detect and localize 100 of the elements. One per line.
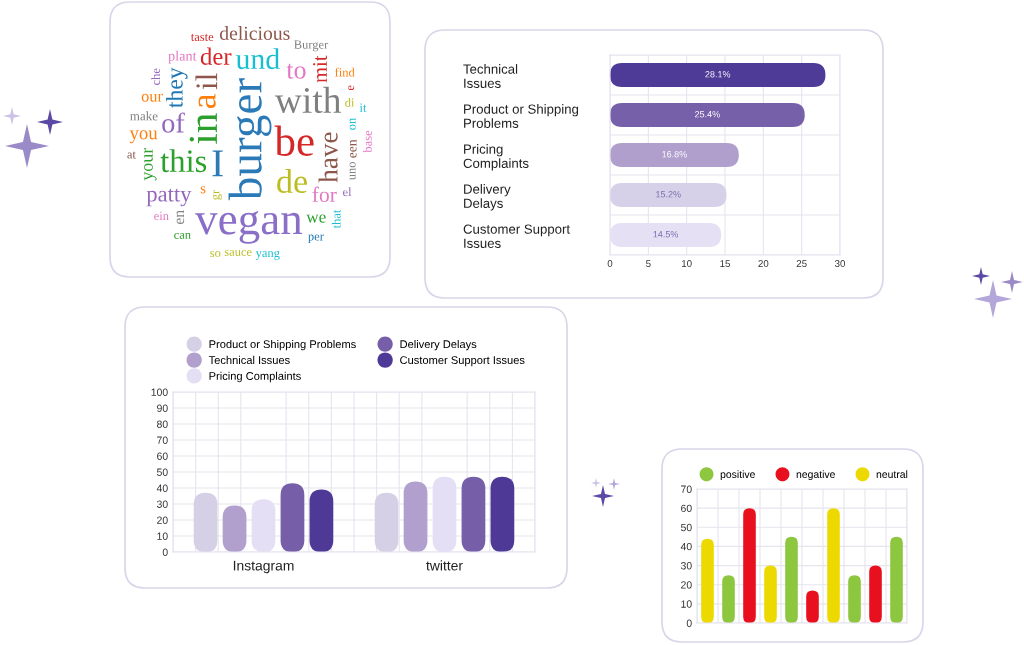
bar bbox=[309, 489, 334, 552]
y-tick-label: Product or Shipping Problems bbox=[464, 104, 579, 128]
text: en bbox=[176, 210, 185, 225]
text: your bbox=[144, 147, 157, 181]
text: per bbox=[308, 234, 324, 244]
x-tick-label: 15 bbox=[720, 260, 730, 267]
text: make bbox=[130, 111, 158, 121]
text: vegan bbox=[195, 210, 303, 244]
text: delicious bbox=[219, 26, 290, 40]
y-tick-label: 50 bbox=[680, 523, 692, 532]
text: for bbox=[312, 186, 337, 203]
text: di bbox=[345, 97, 355, 107]
y-tick-label: 100 bbox=[151, 388, 168, 396]
text: our bbox=[141, 93, 163, 102]
text: have bbox=[318, 132, 338, 183]
text: Burger bbox=[294, 40, 329, 52]
text: yang bbox=[255, 250, 280, 260]
data-label: 15.2% bbox=[656, 191, 681, 198]
bar bbox=[890, 536, 903, 623]
legend-label: Delivery Delays bbox=[400, 339, 477, 351]
legend-label: Customer Support Issues bbox=[400, 356, 525, 367]
bar bbox=[610, 183, 727, 207]
data-label: 28.1% bbox=[705, 71, 731, 78]
y-tick-label: 40 bbox=[156, 484, 168, 492]
y-tick-label: Technical Issues bbox=[463, 64, 518, 88]
bar bbox=[869, 565, 882, 623]
text: on bbox=[349, 117, 356, 130]
y-tick-label: 10 bbox=[157, 532, 168, 540]
bar bbox=[490, 476, 515, 552]
text: a bbox=[198, 93, 216, 109]
text: patty bbox=[146, 188, 192, 207]
y-tick-label: 20 bbox=[681, 581, 692, 589]
bar bbox=[785, 536, 798, 623]
text: der bbox=[200, 47, 232, 65]
y-tick-label: 40 bbox=[680, 542, 692, 551]
bar bbox=[701, 538, 714, 623]
text: they bbox=[166, 67, 188, 108]
text: ein bbox=[154, 211, 169, 221]
text: that bbox=[331, 209, 341, 229]
bar bbox=[764, 565, 777, 623]
text: sauce bbox=[224, 249, 252, 256]
data-label: 25.4% bbox=[695, 111, 720, 118]
y-tick-label: 70 bbox=[681, 485, 692, 493]
text: it bbox=[359, 103, 367, 112]
bar bbox=[743, 508, 756, 623]
y-tick-label: 50 bbox=[156, 468, 168, 476]
y-tick-label: Pricing Complaints bbox=[463, 144, 529, 171]
text: een bbox=[350, 139, 357, 158]
bar bbox=[610, 143, 739, 167]
text: at bbox=[127, 151, 136, 159]
text: plant bbox=[168, 50, 197, 64]
text: il bbox=[195, 73, 218, 90]
y-tick-label: 0 bbox=[686, 619, 692, 627]
y-tick-label: 90 bbox=[157, 404, 168, 412]
text: be bbox=[274, 125, 314, 156]
bar bbox=[722, 575, 735, 623]
legend-label: Pricing Complaints bbox=[209, 371, 301, 383]
x-tick-label: twitter bbox=[426, 560, 463, 571]
text: mit bbox=[313, 55, 327, 83]
x-tick-label: 20 bbox=[758, 260, 769, 267]
y-tick-label: 70 bbox=[157, 436, 168, 444]
legend-label: positive bbox=[720, 470, 755, 481]
bar bbox=[403, 481, 428, 552]
text: I bbox=[212, 150, 223, 177]
bar bbox=[610, 103, 805, 127]
text: with bbox=[274, 86, 342, 114]
x-tick-label: 0 bbox=[607, 260, 613, 267]
x-tick-label: 5 bbox=[646, 260, 651, 267]
text: can bbox=[174, 232, 191, 239]
text: burger bbox=[228, 78, 272, 201]
y-tick-label: 30 bbox=[156, 500, 168, 508]
x-tick-label: Instagram bbox=[233, 560, 294, 574]
text: taste bbox=[190, 33, 214, 42]
text: el bbox=[343, 187, 352, 197]
y-tick-label: 20 bbox=[157, 516, 168, 524]
legend-label: neutral bbox=[876, 470, 908, 479]
text: s bbox=[200, 186, 206, 194]
legend-label: negative bbox=[796, 470, 835, 481]
bar bbox=[827, 508, 840, 623]
text: find bbox=[334, 67, 355, 77]
text: de bbox=[277, 169, 307, 194]
text: to bbox=[286, 63, 306, 79]
text: we bbox=[306, 214, 326, 223]
bar bbox=[461, 476, 486, 552]
text: so bbox=[210, 251, 221, 258]
x-tick-label: 25 bbox=[796, 260, 807, 267]
y-tick-label: 60 bbox=[157, 452, 168, 460]
y-tick-label: 60 bbox=[681, 504, 692, 513]
data-label: 16.8% bbox=[662, 151, 687, 158]
legend-label: Product or Shipping Problems bbox=[209, 339, 356, 351]
data-label: 14.5% bbox=[653, 231, 679, 238]
y-tick-label: 80 bbox=[157, 420, 168, 428]
text: of bbox=[162, 112, 185, 133]
text: in bbox=[189, 113, 217, 144]
text: this bbox=[160, 149, 207, 173]
x-tick-label: 30 bbox=[834, 260, 846, 267]
y-tick-label: Delivery Delays bbox=[464, 184, 511, 211]
bar bbox=[280, 483, 305, 552]
text: che bbox=[151, 68, 161, 85]
legend-label: Technical Issues bbox=[208, 355, 290, 365]
